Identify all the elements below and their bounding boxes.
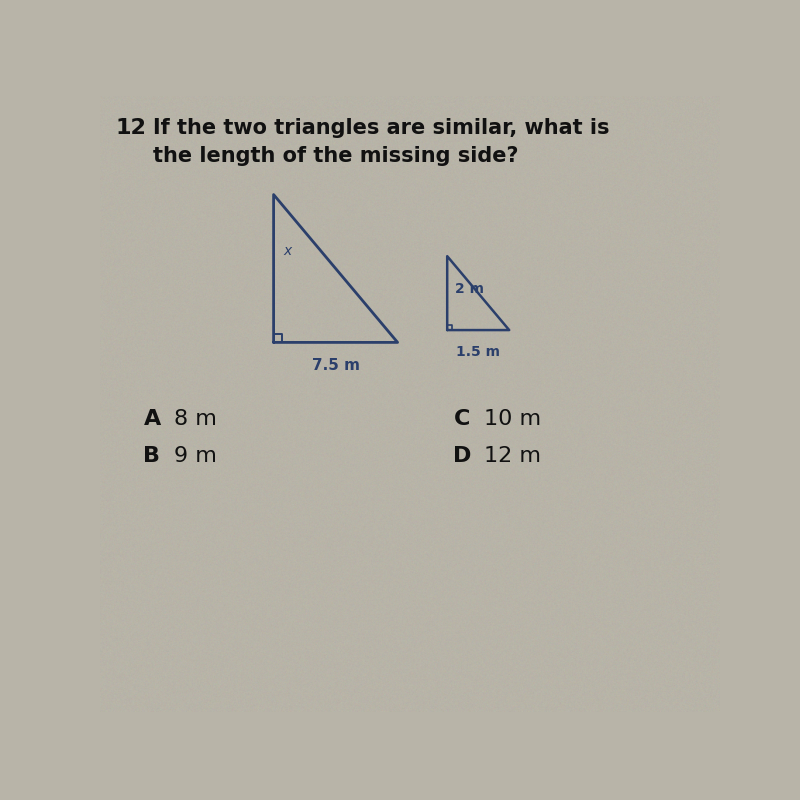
Text: 12 m: 12 m (485, 446, 542, 466)
Text: 10 m: 10 m (485, 410, 542, 430)
Text: 7.5 m: 7.5 m (312, 358, 360, 373)
Text: 2 m: 2 m (454, 282, 484, 297)
Text: 1.5 m: 1.5 m (456, 346, 500, 359)
Text: B: B (143, 446, 160, 466)
Text: 9 m: 9 m (174, 446, 218, 466)
Text: D: D (454, 446, 472, 466)
Text: x: x (283, 244, 291, 258)
Text: A: A (143, 410, 161, 430)
Text: 12: 12 (115, 118, 146, 138)
Text: If the two triangles are similar, what is
the length of the missing side?: If the two triangles are similar, what i… (153, 118, 610, 166)
Text: C: C (454, 410, 470, 430)
Text: 8 m: 8 m (174, 410, 218, 430)
